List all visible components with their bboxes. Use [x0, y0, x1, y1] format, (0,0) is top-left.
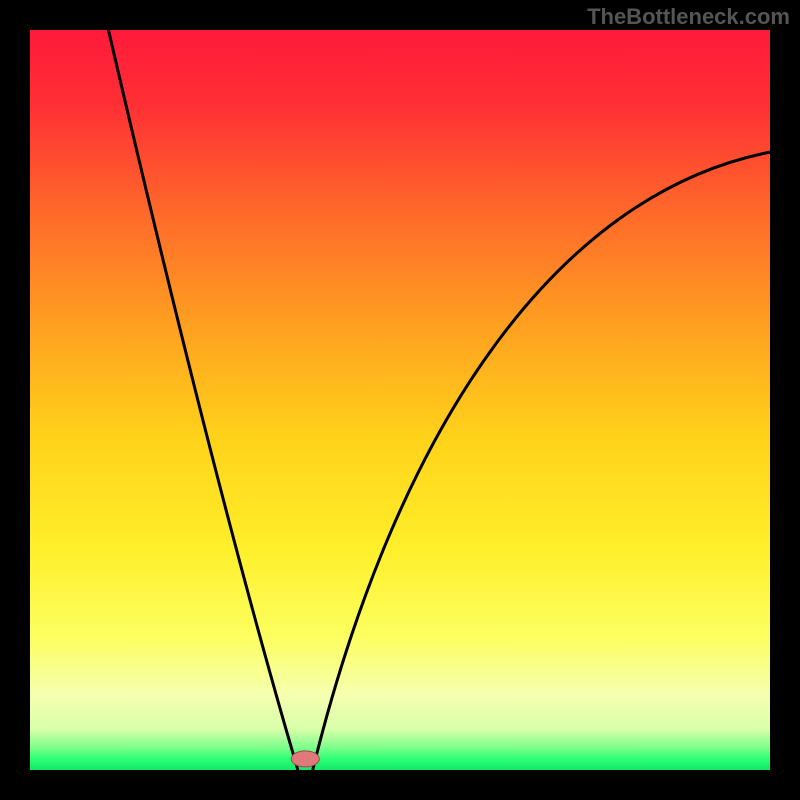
chart-container: TheBottleneck.com — [0, 0, 800, 800]
optimum-marker — [291, 751, 319, 767]
chart-svg — [0, 0, 800, 800]
watermark-text: TheBottleneck.com — [587, 4, 790, 30]
plot-area-rect — [30, 30, 770, 770]
